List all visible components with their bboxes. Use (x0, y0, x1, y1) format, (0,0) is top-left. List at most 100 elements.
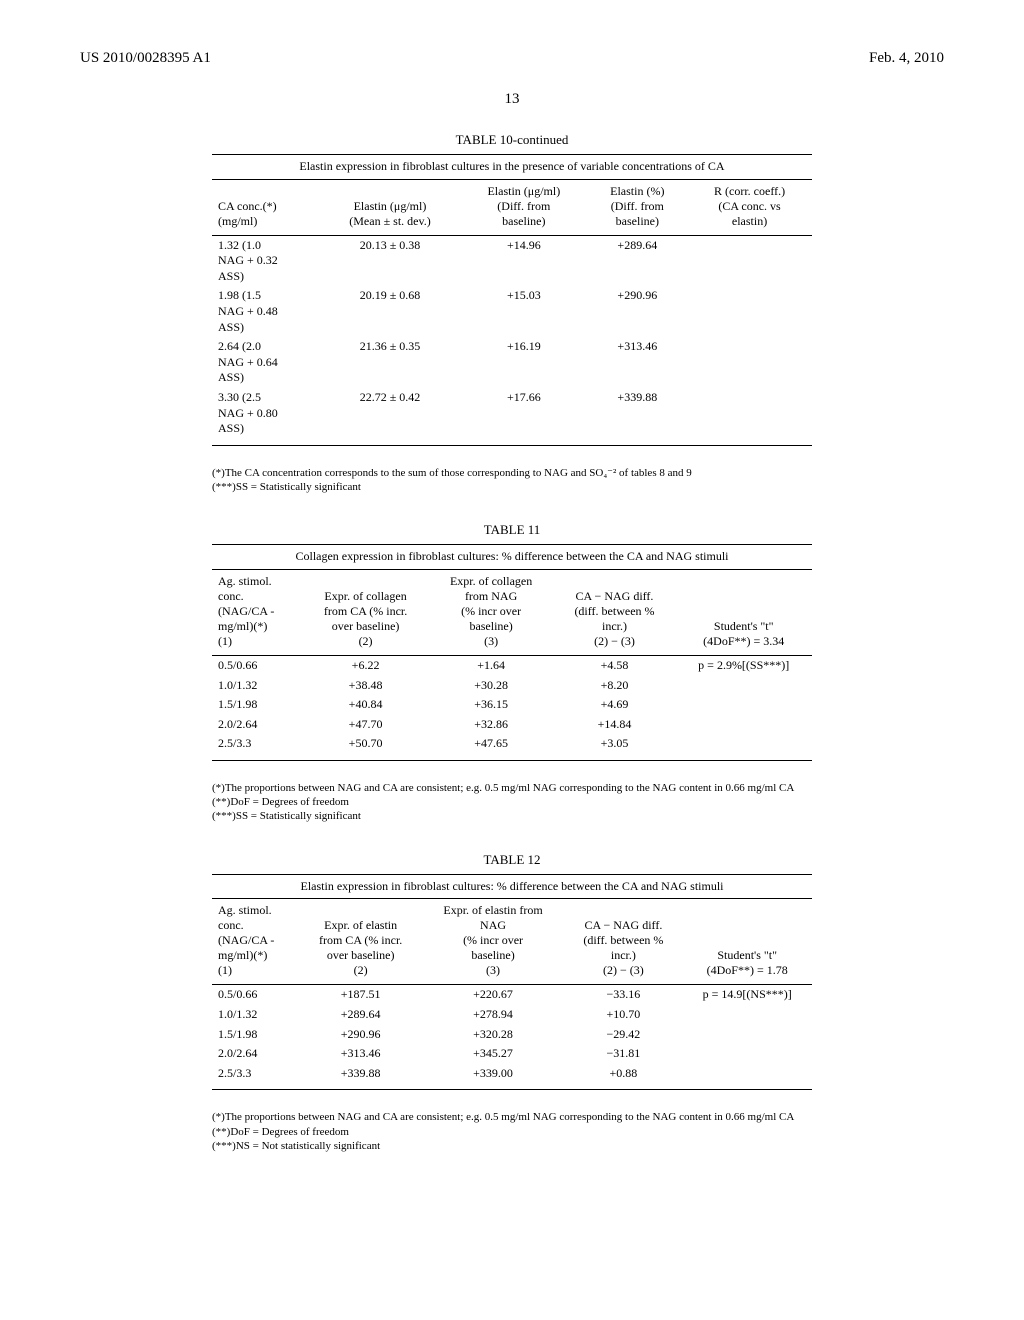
table-cell: +47.65 (429, 734, 554, 758)
column-header: R (corr. coeff.)(CA conc. vselastin) (687, 182, 812, 236)
table-cell: +345.27 (422, 1044, 565, 1064)
footnote-line: (**)DoF = Degrees of freedom (212, 1125, 812, 1139)
table-row: 1.0/1.32+289.64+278.94+10.70 (212, 1005, 812, 1025)
table-cell (687, 235, 812, 286)
table-cell: +3.05 (554, 734, 676, 758)
table-12: TABLE 12 Elastin expression in fibroblas… (212, 852, 812, 1091)
page-number: 13 (80, 91, 944, 108)
table-cell: 1.0/1.32 (212, 1005, 300, 1025)
table-cell: +17.66 (460, 388, 587, 443)
table-cell: +220.67 (422, 985, 565, 1005)
table-cell: +289.64 (300, 1005, 422, 1025)
table-cell: +0.88 (564, 1064, 682, 1088)
table-cell: 2.64 (2.0NAG + 0.64ASS) (212, 337, 320, 388)
column-header: Student's "t"(4DoF**) = 1.78 (682, 901, 812, 985)
footnote-line: (***)SS = Statistically significant (212, 480, 812, 494)
column-header: Expr. of elastin fromNAG(% incr overbase… (422, 901, 565, 985)
table-cell: 0.5/0.66 (212, 655, 302, 675)
table-row: 1.5/1.98+290.96+320.28−29.42 (212, 1025, 812, 1045)
column-header: Elastin (%)(Diff. frombaseline) (588, 182, 688, 236)
table-cell: 20.19 ± 0.68 (320, 286, 460, 337)
table-row: 1.5/1.98+40.84+36.15+4.69 (212, 695, 812, 715)
column-header: Expr. of collagenfrom NAG(% incr overbas… (429, 572, 554, 656)
table-cell (687, 286, 812, 337)
table-cell: 1.5/1.98 (212, 1025, 300, 1045)
table-cell: +4.69 (554, 695, 676, 715)
table-cell: 21.36 ± 0.35 (320, 337, 460, 388)
table-cell: +8.20 (554, 676, 676, 696)
table-row: 2.0/2.64+313.46+345.27−31.81 (212, 1044, 812, 1064)
table-10-title: TABLE 10-continued (212, 132, 812, 148)
footnote-line: (*)The proportions between NAG and CA ar… (212, 781, 812, 795)
column-header: Elastin (μg/ml)(Mean ± st. dev.) (320, 182, 460, 236)
table-cell: +38.48 (302, 676, 428, 696)
table-11-caption: Collagen expression in fibroblast cultur… (212, 544, 812, 570)
table-cell: p = 14.9[(NS***)] (682, 985, 812, 1005)
column-header: Expr. of collagenfrom CA (% incr.over ba… (302, 572, 428, 656)
table-12-grid: Ag. stimol.conc.(NAG/CA -mg/ml)(*)(1)Exp… (212, 901, 812, 1087)
footnote-line: (*)The proportions between NAG and CA ar… (212, 1110, 812, 1124)
table-11: TABLE 11 Collagen expression in fibrobla… (212, 522, 812, 761)
table-12-caption: Elastin expression in fibroblast culture… (212, 874, 812, 900)
table-11-grid: Ag. stimol.conc.(NAG/CA -mg/ml)(*)(1)Exp… (212, 572, 812, 758)
table-cell: −29.42 (564, 1025, 682, 1045)
table-cell: 1.0/1.32 (212, 676, 302, 696)
table-cell: p = 2.9%[(SS***)] (675, 655, 812, 675)
table-row: 3.30 (2.5NAG + 0.80ASS)22.72 ± 0.42+17.6… (212, 388, 812, 443)
table-cell: +4.58 (554, 655, 676, 675)
table-row: 1.32 (1.0NAG + 0.32ASS)20.13 ± 0.38+14.9… (212, 235, 812, 286)
table-cell (682, 1064, 812, 1088)
table-cell (682, 1005, 812, 1025)
table-cell (687, 388, 812, 443)
column-header: Ag. stimol.conc.(NAG/CA -mg/ml)(*)(1) (212, 901, 300, 985)
table-cell (682, 1044, 812, 1064)
table-cell: +47.70 (302, 715, 428, 735)
table-cell: +14.84 (554, 715, 676, 735)
footnote-line: (***)SS = Statistically significant (212, 809, 812, 823)
footnote-line: (***)NS = Not statistically significant (212, 1139, 812, 1153)
table-cell: −31.81 (564, 1044, 682, 1064)
table-cell: +278.94 (422, 1005, 565, 1025)
table-cell: 1.5/1.98 (212, 695, 302, 715)
table-cell: 1.32 (1.0NAG + 0.32ASS) (212, 235, 320, 286)
table-cell: 2.0/2.64 (212, 1044, 300, 1064)
table-cell (682, 1025, 812, 1045)
table-cell: +10.70 (564, 1005, 682, 1025)
table-cell: +50.70 (302, 734, 428, 758)
column-header: Student's "t"(4DoF**) = 3.34 (675, 572, 812, 656)
column-header: Expr. of elastinfrom CA (% incr.over bas… (300, 901, 422, 985)
column-header: Ag. stimol.conc.(NAG/CA -mg/ml)(*)(1) (212, 572, 302, 656)
table-10-grid: CA conc.(*)(mg/ml)Elastin (μg/ml)(Mean ±… (212, 182, 812, 443)
table-10: TABLE 10-continued Elastin expression in… (212, 132, 812, 446)
table-cell: +290.96 (588, 286, 688, 337)
table-cell: 2.5/3.3 (212, 734, 302, 758)
table-row: 2.5/3.3+339.88+339.00+0.88 (212, 1064, 812, 1088)
header: US 2010/0028395 A1 Feb. 4, 2010 (80, 50, 944, 67)
table-cell: 2.0/2.64 (212, 715, 302, 735)
table-cell: +40.84 (302, 695, 428, 715)
table-cell (675, 715, 812, 735)
table-cell: +32.86 (429, 715, 554, 735)
table-row: 2.64 (2.0NAG + 0.64ASS)21.36 ± 0.35+16.1… (212, 337, 812, 388)
table-12-footnotes: (*)The proportions between NAG and CA ar… (212, 1110, 812, 1153)
table-row: 1.98 (1.5NAG + 0.48ASS)20.19 ± 0.68+15.0… (212, 286, 812, 337)
table-cell: 2.5/3.3 (212, 1064, 300, 1088)
table-11-footnotes: (*)The proportions between NAG and CA ar… (212, 781, 812, 824)
column-header: CA − NAG diff.(diff. between %incr.)(2) … (554, 572, 676, 656)
column-header: CA − NAG diff.(diff. between %incr.)(2) … (564, 901, 682, 985)
table-10-caption: Elastin expression in fibroblast culture… (212, 154, 812, 180)
footnote-line: (*)The CA concentration corresponds to t… (212, 466, 812, 480)
table-cell (675, 676, 812, 696)
table-cell: 20.13 ± 0.38 (320, 235, 460, 286)
table-cell (675, 734, 812, 758)
column-header: Elastin (μg/ml)(Diff. frombaseline) (460, 182, 587, 236)
table-cell: 0.5/0.66 (212, 985, 300, 1005)
table-row: 2.0/2.64+47.70+32.86+14.84 (212, 715, 812, 735)
table-row: 2.5/3.3+50.70+47.65+3.05 (212, 734, 812, 758)
table-cell: +36.15 (429, 695, 554, 715)
table-row: 0.5/0.66+187.51+220.67−33.16p = 14.9[(NS… (212, 985, 812, 1005)
table-cell: +6.22 (302, 655, 428, 675)
table-row: 1.0/1.32+38.48+30.28+8.20 (212, 676, 812, 696)
table-cell: +15.03 (460, 286, 587, 337)
table-row: 0.5/0.66+6.22+1.64+4.58p = 2.9%[(SS***)] (212, 655, 812, 675)
